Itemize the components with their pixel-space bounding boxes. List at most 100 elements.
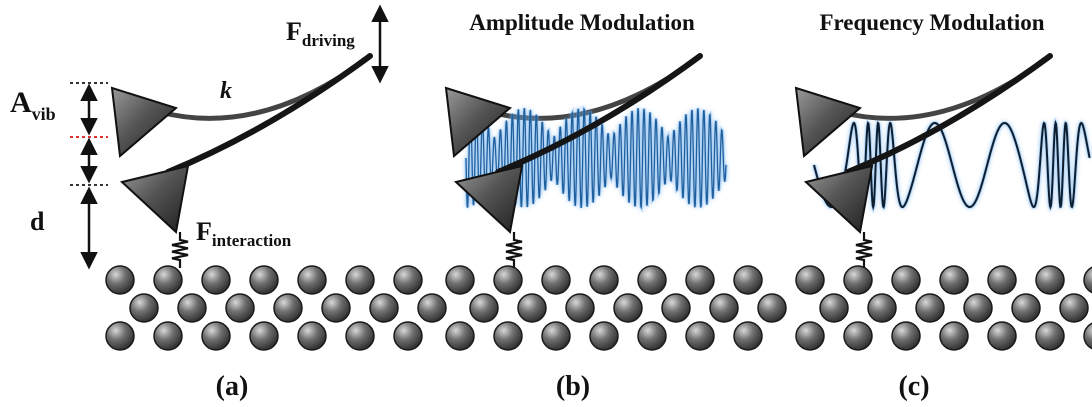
atom-sphere-icon — [249, 321, 279, 351]
panel-c: Frequency Modulation (c) — [794, 10, 1092, 402]
atom-sphere-icon — [129, 293, 159, 323]
panel-title-c: Frequency Modulation — [819, 10, 1044, 35]
panel-caption-c: (c) — [898, 371, 929, 402]
atom-sphere-icon — [843, 265, 873, 295]
tip-upper-c — [794, 86, 863, 158]
spring-icon — [171, 232, 189, 268]
distance-label: d — [30, 207, 45, 236]
panel-b: Amplitude Modulation (b) — [444, 10, 787, 402]
atom-sphere-icon — [939, 265, 969, 295]
atom-sphere-icon — [613, 293, 643, 323]
atom-sphere-icon — [105, 265, 135, 295]
atom-sphere-icon — [637, 321, 667, 351]
atom-sphere-icon — [1083, 322, 1092, 350]
atom-sphere-icon — [637, 265, 667, 295]
atom-sphere-icon — [565, 293, 595, 323]
atom-sphere-icon — [819, 293, 849, 323]
atom-sphere-icon — [297, 265, 327, 295]
atom-sphere-icon — [493, 265, 523, 295]
cantilever-upper-b — [487, 55, 701, 121]
panel-caption-a: (a) — [216, 371, 249, 402]
driving-force-label: Fdriving — [286, 17, 355, 50]
atom-sphere-icon — [469, 293, 499, 323]
atom-sphere-icon — [445, 321, 475, 351]
driving-force-sub: driving — [302, 31, 355, 50]
atom-sphere-icon — [201, 321, 231, 351]
atom-sphere-icon — [915, 293, 945, 323]
atom-sphere-icon — [493, 321, 523, 351]
atom-sphere-icon — [685, 265, 715, 295]
amplitude-label: Avib — [10, 86, 56, 124]
atom-sphere-icon — [891, 265, 921, 295]
spring-icon — [505, 232, 523, 268]
atom-sphere-icon — [273, 293, 303, 323]
atom-sphere-icon — [417, 293, 447, 323]
atom-sphere-icon — [153, 265, 183, 295]
atom-sphere-icon — [297, 321, 327, 351]
atom-lattice-a — [105, 265, 447, 351]
atom-sphere-icon — [225, 293, 255, 323]
atom-sphere-icon — [517, 293, 547, 323]
atom-sphere-icon — [393, 265, 423, 295]
spring-constant-label: k — [220, 78, 232, 104]
atom-sphere-icon — [369, 293, 399, 323]
atom-sphere-icon — [541, 265, 571, 295]
spring-coil — [855, 232, 873, 268]
atom-sphere-icon — [733, 265, 763, 295]
amplitude-sub: vib — [32, 104, 56, 124]
atom-sphere-icon — [445, 265, 475, 295]
cantilever-upper-c — [837, 55, 1051, 121]
atom-sphere-icon — [393, 321, 423, 351]
panel-a: Fdriving k Avib d Finteraction (a) — [10, 4, 447, 402]
atom-sphere-icon — [709, 293, 739, 323]
atom-sphere-icon — [589, 321, 619, 351]
atom-sphere-icon — [733, 321, 763, 351]
atom-sphere-icon — [345, 265, 375, 295]
amplitude-main: A — [10, 86, 32, 119]
atom-lattice-c — [795, 265, 1092, 351]
driving-force-main: F — [286, 17, 302, 46]
tip-upper-a — [110, 86, 179, 158]
atom-sphere-icon — [1011, 293, 1041, 323]
tip-lower-b — [453, 164, 524, 234]
atom-sphere-icon — [541, 321, 571, 351]
spring-coil — [171, 232, 189, 268]
atom-sphere-icon — [177, 293, 207, 323]
cantilever-lower-a — [165, 53, 373, 175]
spring-coil — [505, 232, 523, 268]
atom-sphere-icon — [987, 321, 1017, 351]
atom-sphere-icon — [757, 293, 787, 323]
cantilever-upper-a — [157, 55, 371, 121]
atom-sphere-icon — [1035, 265, 1065, 295]
cantilever-lower-b — [495, 53, 703, 175]
interaction-force-main: F — [196, 217, 212, 246]
atom-lattice-b — [445, 265, 787, 351]
atom-sphere-icon — [589, 265, 619, 295]
atom-sphere-icon — [1083, 266, 1092, 294]
tip-lower-c — [803, 164, 874, 234]
interaction-force-sub: interaction — [212, 231, 292, 250]
atom-sphere-icon — [661, 293, 691, 323]
atom-sphere-icon — [987, 265, 1017, 295]
interaction-force-label: Finteraction — [196, 217, 292, 250]
atom-sphere-icon — [939, 321, 969, 351]
atom-sphere-icon — [1035, 321, 1065, 351]
panel-caption-b: (b) — [556, 371, 590, 402]
panel-title-b: Amplitude Modulation — [469, 10, 695, 35]
atom-sphere-icon — [249, 265, 279, 295]
atom-sphere-icon — [105, 321, 135, 351]
atom-sphere-icon — [795, 265, 825, 295]
atom-sphere-icon — [843, 321, 873, 351]
tip-upper-b — [444, 86, 513, 158]
atom-sphere-icon — [867, 293, 897, 323]
atom-sphere-icon — [345, 321, 375, 351]
atom-sphere-icon — [685, 321, 715, 351]
tip-lower-a — [119, 164, 190, 234]
atom-sphere-icon — [1059, 293, 1089, 323]
atom-sphere-icon — [963, 293, 993, 323]
atom-sphere-icon — [321, 293, 351, 323]
atom-sphere-icon — [891, 321, 921, 351]
spring-icon — [855, 232, 873, 268]
